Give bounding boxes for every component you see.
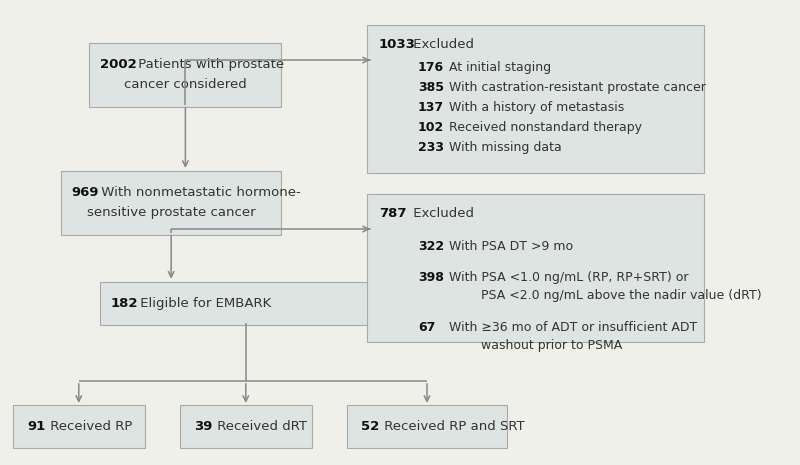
Text: Excluded: Excluded	[409, 38, 474, 51]
Text: At initial staging: At initial staging	[445, 61, 551, 74]
FancyBboxPatch shape	[100, 282, 391, 325]
FancyBboxPatch shape	[366, 194, 704, 342]
FancyBboxPatch shape	[347, 405, 507, 448]
Text: 67: 67	[418, 321, 435, 334]
Text: 39: 39	[194, 420, 213, 433]
Text: 182: 182	[110, 297, 138, 310]
Text: With missing data: With missing data	[445, 141, 562, 154]
Text: 91: 91	[27, 420, 46, 433]
Text: cancer considered: cancer considered	[124, 79, 246, 92]
Text: 102: 102	[418, 121, 444, 134]
FancyBboxPatch shape	[180, 405, 311, 448]
Text: With ≥36 mo of ADT or insufficient ADT: With ≥36 mo of ADT or insufficient ADT	[445, 321, 697, 334]
FancyBboxPatch shape	[90, 43, 282, 107]
Text: Excluded: Excluded	[409, 207, 474, 220]
Text: 137: 137	[418, 101, 444, 114]
Text: 385: 385	[418, 81, 444, 94]
Text: washout prior to PSMA: washout prior to PSMA	[445, 339, 622, 352]
FancyBboxPatch shape	[13, 405, 145, 448]
Text: PSA <2.0 ng/mL above the nadir value (dRT): PSA <2.0 ng/mL above the nadir value (dR…	[445, 289, 762, 302]
Text: 2002: 2002	[100, 59, 137, 72]
Text: With a history of metastasis: With a history of metastasis	[445, 101, 624, 114]
Text: With nonmetastatic hormone-: With nonmetastatic hormone-	[98, 186, 301, 199]
Text: Eligible for EMBARK: Eligible for EMBARK	[136, 297, 271, 310]
Text: 52: 52	[362, 420, 379, 433]
Text: Received nonstandard therapy: Received nonstandard therapy	[445, 121, 642, 134]
FancyBboxPatch shape	[366, 25, 704, 173]
Text: With PSA <1.0 ng/mL (RP, RP+SRT) or: With PSA <1.0 ng/mL (RP, RP+SRT) or	[445, 271, 688, 284]
Text: 176: 176	[418, 61, 444, 74]
Text: Received RP: Received RP	[46, 420, 132, 433]
Text: 1033: 1033	[378, 38, 415, 51]
Text: With PSA DT >9 mo: With PSA DT >9 mo	[445, 240, 573, 253]
Text: With castration-resistant prostate cancer: With castration-resistant prostate cance…	[445, 81, 706, 94]
Text: sensitive prostate cancer: sensitive prostate cancer	[87, 206, 255, 219]
Text: Patients with prostate: Patients with prostate	[134, 59, 284, 72]
Text: Received dRT: Received dRT	[213, 420, 306, 433]
Text: 398: 398	[418, 271, 444, 284]
Text: 233: 233	[418, 141, 444, 154]
Text: 787: 787	[378, 207, 406, 220]
Text: 969: 969	[72, 186, 99, 199]
Text: 322: 322	[418, 240, 444, 253]
FancyBboxPatch shape	[61, 171, 282, 235]
Text: Received RP and SRT: Received RP and SRT	[380, 420, 524, 433]
